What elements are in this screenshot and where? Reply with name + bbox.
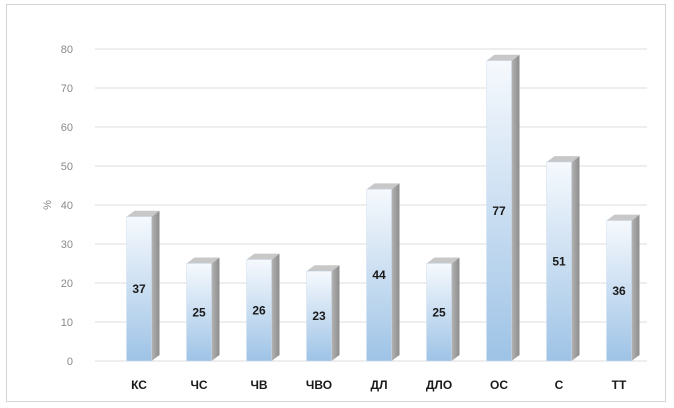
- bar-top: [606, 214, 640, 221]
- bar-front: [546, 161, 572, 362]
- bar-side: [631, 214, 640, 361]
- x-tick-label: ТТ: [612, 378, 627, 392]
- bar: 44: [366, 183, 400, 362]
- bar-front: [126, 216, 152, 362]
- x-tick-label: ОС: [490, 378, 508, 392]
- data-label: 51: [552, 255, 566, 269]
- bar-top: [426, 257, 460, 264]
- x-tick-label: ЧВО: [306, 378, 332, 392]
- bar-top: [366, 183, 400, 190]
- y-tick-label: 20: [61, 278, 73, 290]
- y-tick-label: 0: [67, 356, 73, 368]
- y-tick-label: 60: [61, 122, 73, 134]
- data-label: 36: [612, 284, 626, 298]
- x-tick-label: ЧВ: [250, 378, 267, 392]
- bar-chart: 0 10 20 30 40 50 60 70 80% 37 25 26 23 44 25 77 51 36 КС…: [42, 44, 647, 392]
- bar-top: [486, 54, 520, 61]
- data-label: 26: [252, 303, 266, 317]
- x-tick-label: С: [555, 378, 564, 392]
- bar-side: [571, 156, 580, 361]
- x-tick-label: ДЛ: [371, 378, 388, 392]
- data-label: 37: [132, 282, 146, 296]
- bar-front: [186, 263, 212, 362]
- bar: 36: [606, 214, 640, 362]
- bar-side: [331, 265, 340, 361]
- data-label: 77: [492, 204, 506, 218]
- y-axis-title: %: [42, 200, 54, 210]
- bar: 37: [126, 210, 160, 362]
- y-tick-label: 40: [61, 200, 73, 212]
- bar-top: [546, 156, 580, 163]
- bar-front: [306, 271, 332, 362]
- y-tick-label: 50: [61, 161, 73, 173]
- x-tick-label: КС: [131, 378, 147, 392]
- bar-side: [211, 257, 220, 361]
- bar-top: [306, 265, 340, 272]
- bar-side: [511, 54, 520, 361]
- data-label: 25: [432, 305, 446, 319]
- x-axis-labels: КС ЧС ЧВ ЧВО ДЛ ДЛО ОС С ТТ: [131, 378, 627, 392]
- data-label: 23: [312, 309, 326, 323]
- y-tick-label: 10: [61, 317, 73, 329]
- y-tick-label: 30: [61, 239, 73, 251]
- bar: 23: [306, 265, 340, 362]
- bar-top: [126, 210, 160, 217]
- bar: 25: [426, 257, 460, 362]
- bar-side: [271, 253, 280, 361]
- bar-front: [606, 220, 632, 362]
- data-label: 25: [192, 305, 206, 319]
- chart-frame: 0 10 20 30 40 50 60 70 80% 37 25 26 23 44 25 77 51 36 КС…: [6, 4, 666, 402]
- bar-side: [391, 183, 400, 361]
- bar-front: [246, 259, 272, 362]
- data-label: 44: [372, 268, 386, 282]
- bar: 51: [546, 156, 580, 362]
- bar-top: [246, 253, 280, 260]
- bar-top: [186, 257, 220, 264]
- y-tick-label: 70: [61, 83, 73, 95]
- x-tick-label: ДЛО: [426, 378, 452, 392]
- bars: 37 25 26 23 44 25 77 51 36: [126, 54, 640, 362]
- bar: 25: [186, 257, 220, 362]
- x-tick-label: ЧС: [190, 378, 207, 392]
- bar-side: [451, 257, 460, 361]
- bar-side: [151, 210, 160, 361]
- bar-front: [426, 263, 452, 362]
- bar-front: [366, 189, 392, 362]
- y-tick-label: 80: [61, 44, 73, 56]
- bar: 77: [486, 54, 520, 362]
- bar: 26: [246, 253, 280, 362]
- y-axis: 0 10 20 30 40 50 60 70 80%: [42, 44, 73, 368]
- bar-front: [486, 60, 512, 362]
